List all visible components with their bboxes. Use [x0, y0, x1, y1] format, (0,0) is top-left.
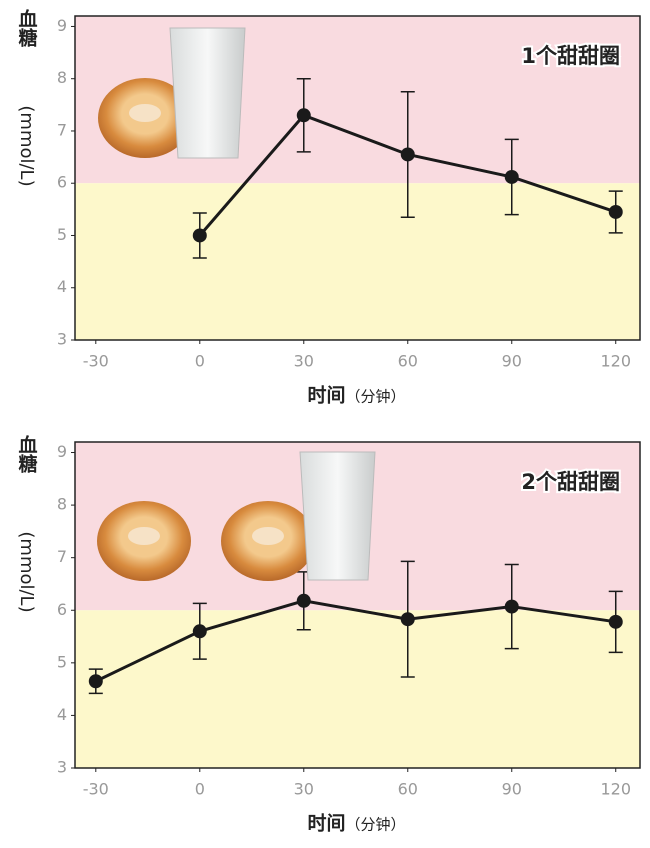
data-point — [192, 228, 207, 243]
x-tick-label: 90 — [502, 780, 522, 799]
x-axis-unit: （分钟） — [346, 816, 406, 834]
donut — [97, 501, 191, 581]
donut — [221, 501, 315, 581]
y-tick-label: 3 — [57, 330, 67, 349]
annotation: 2个甜甜圈 — [521, 470, 620, 494]
y-tick-label: 6 — [57, 173, 67, 192]
y-axis-unit: (mmol/L) — [16, 531, 37, 612]
glass — [169, 27, 246, 159]
y-tick-label: 7 — [57, 547, 67, 566]
y-tick-label: 4 — [57, 277, 67, 296]
y-tick-label: 6 — [57, 600, 67, 619]
x-tick-label: 0 — [195, 780, 205, 799]
series-line — [95, 599, 616, 683]
x-tick-label: 90 — [502, 352, 522, 371]
donut — [98, 78, 192, 158]
glass — [299, 451, 376, 581]
data-point — [296, 593, 311, 608]
x-tick-label: 30 — [294, 780, 314, 799]
y-tick-label: 5 — [57, 652, 67, 671]
annotation: 1个甜甜圈 — [521, 44, 620, 68]
y-tick-label: 8 — [57, 68, 67, 87]
x-axis-label: 时间 — [307, 813, 345, 835]
x-axis-label: 时间 — [307, 385, 345, 407]
x-axis-unit: （分钟） — [346, 388, 406, 406]
x-tick-label: -30 — [83, 352, 109, 371]
plot-frame — [74, 15, 641, 341]
y-axis-label: 血糖 — [16, 8, 38, 48]
x-tick-label: 120 — [600, 352, 631, 371]
x-tick-label: 60 — [398, 780, 418, 799]
data-point — [608, 614, 623, 629]
y-tick-label: 8 — [57, 495, 67, 514]
y-axis-unit: (mmol/L) — [16, 105, 37, 186]
x-tick-label: 120 — [600, 780, 631, 799]
data-point — [296, 108, 311, 123]
y-tick-label: 5 — [57, 225, 67, 244]
y-tick-label: 9 — [57, 442, 67, 461]
plot-frame — [74, 441, 641, 769]
x-tick-label: 60 — [398, 352, 418, 371]
data-point — [504, 169, 519, 184]
x-tick-label: 30 — [294, 352, 314, 371]
y-tick-label: 9 — [57, 16, 67, 35]
illustrations — [97, 27, 376, 581]
y-tick-label: 4 — [57, 705, 67, 724]
data-point — [192, 624, 207, 639]
y-tick-label: 3 — [57, 758, 67, 777]
band-low — [75, 183, 640, 340]
y-axis-label: 血糖 — [16, 434, 38, 474]
data-point — [400, 612, 415, 627]
y-tick-label: 7 — [57, 120, 67, 139]
data-point — [504, 599, 519, 614]
data-point — [400, 147, 415, 162]
data-point — [608, 204, 623, 219]
data-point — [88, 674, 103, 689]
band-low — [75, 610, 640, 768]
x-tick-label: 0 — [195, 352, 205, 371]
x-tick-label: -30 — [83, 780, 109, 799]
